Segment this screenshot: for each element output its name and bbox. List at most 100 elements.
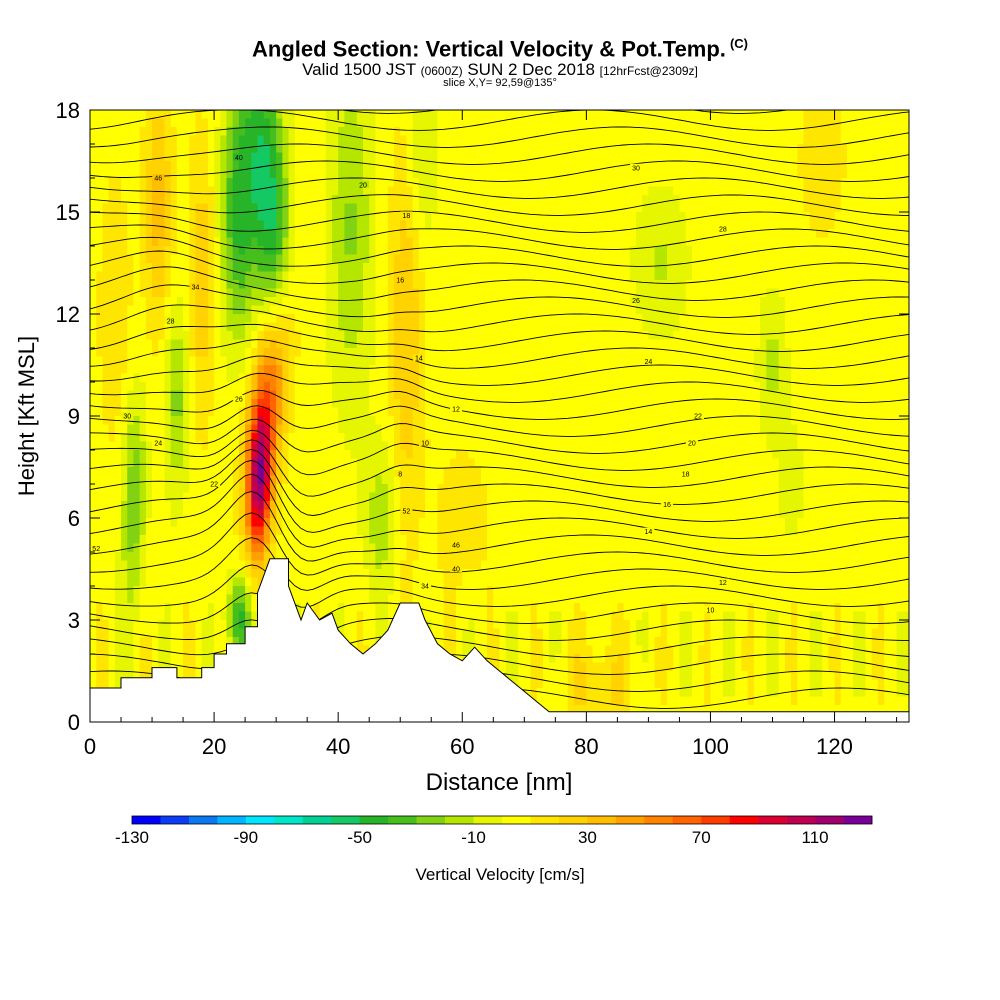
velocity-cell xyxy=(145,424,153,434)
velocity-cell xyxy=(518,220,525,230)
velocity-cell xyxy=(443,314,451,324)
velocity-cell xyxy=(834,271,842,281)
velocity-cell xyxy=(822,203,829,213)
velocity-cell xyxy=(176,118,184,128)
velocity-cell xyxy=(636,229,643,239)
velocity-cell xyxy=(648,246,656,256)
velocity-cell xyxy=(183,322,190,332)
velocity-cell xyxy=(462,220,470,230)
velocity-cell xyxy=(741,254,749,264)
velocity-cell xyxy=(437,271,445,281)
velocity-cell xyxy=(437,356,445,366)
velocity-cell xyxy=(319,356,327,366)
velocity-cell xyxy=(611,424,618,434)
velocity-cell xyxy=(276,178,283,188)
velocity-cell xyxy=(108,246,116,256)
velocity-cell xyxy=(108,373,116,383)
velocity-cell xyxy=(102,297,110,307)
velocity-cell xyxy=(276,220,283,230)
velocity-cell xyxy=(294,314,302,324)
velocity-cell xyxy=(238,118,246,128)
velocity-cell xyxy=(108,280,116,290)
velocity-cell xyxy=(232,339,240,349)
velocity-cell xyxy=(294,169,302,179)
velocity-cell xyxy=(735,365,743,375)
velocity-cell xyxy=(636,314,643,324)
velocity-cell xyxy=(487,186,494,196)
velocity-cell xyxy=(300,161,308,171)
velocity-cell xyxy=(791,407,798,417)
velocity-cell xyxy=(331,322,339,332)
velocity-cell xyxy=(431,169,439,179)
velocity-cell xyxy=(704,331,712,341)
velocity-cell xyxy=(201,229,209,239)
velocity-cell xyxy=(766,246,774,256)
velocity-cell xyxy=(276,263,283,273)
velocity-cell xyxy=(660,288,668,298)
velocity-cell xyxy=(698,322,705,332)
velocity-cell xyxy=(828,373,836,383)
velocity-cell xyxy=(797,288,805,298)
velocity-cell xyxy=(437,288,445,298)
velocity-cell xyxy=(629,169,637,179)
velocity-cell xyxy=(623,161,631,171)
velocity-cell xyxy=(412,382,420,392)
velocity-cell xyxy=(164,382,172,392)
velocity-cell xyxy=(747,237,755,247)
velocity-cell xyxy=(791,203,798,213)
velocity-cell xyxy=(276,407,283,417)
velocity-cell xyxy=(269,186,277,196)
velocity-cell xyxy=(325,365,333,375)
velocity-cell xyxy=(747,161,755,171)
velocity-cell xyxy=(673,169,681,179)
velocity-cell xyxy=(176,178,184,188)
velocity-cell xyxy=(158,373,166,383)
velocity-cell xyxy=(636,263,643,273)
velocity-cell xyxy=(480,373,488,383)
velocity-cell xyxy=(617,407,625,417)
velocity-cell xyxy=(176,297,184,307)
velocity-cell xyxy=(722,390,730,400)
velocity-cell xyxy=(468,229,476,239)
velocity-cell xyxy=(319,297,327,307)
velocity-cell xyxy=(729,195,736,205)
velocity-cell xyxy=(784,169,792,179)
velocity-cell xyxy=(288,118,296,128)
velocity-cell xyxy=(716,254,724,264)
velocity-cell xyxy=(425,254,432,264)
velocity-cell xyxy=(437,203,445,213)
velocity-cell xyxy=(797,280,805,290)
velocity-cell xyxy=(462,254,470,264)
velocity-cell xyxy=(642,288,649,298)
velocity-cell xyxy=(902,127,909,137)
velocity-cell xyxy=(884,237,891,247)
velocity-cell xyxy=(381,203,389,213)
velocity-cell xyxy=(139,203,147,213)
velocity-cell xyxy=(493,314,501,324)
velocity-cell xyxy=(139,263,147,273)
velocity-cell xyxy=(822,110,829,120)
velocity-cell xyxy=(809,382,817,392)
velocity-cell xyxy=(710,152,718,162)
velocity-cell xyxy=(542,339,550,349)
velocity-cell xyxy=(282,271,290,281)
velocity-cell xyxy=(784,288,792,298)
velocity-cell xyxy=(499,135,507,145)
velocity-cell xyxy=(772,220,780,230)
velocity-cell xyxy=(604,254,612,264)
velocity-cell xyxy=(412,203,420,213)
velocity-cell xyxy=(760,288,767,298)
velocity-cell xyxy=(530,305,538,315)
velocity-cell xyxy=(598,110,606,120)
velocity-cell xyxy=(269,365,277,375)
velocity-cell xyxy=(536,314,544,324)
velocity-cell xyxy=(809,407,817,417)
velocity-cell xyxy=(269,169,277,179)
velocity-cell xyxy=(195,237,203,247)
velocity-cell xyxy=(387,127,395,137)
velocity-cell xyxy=(313,263,321,273)
velocity-cell xyxy=(642,407,649,417)
velocity-cell xyxy=(722,271,730,281)
velocity-cell xyxy=(691,322,699,332)
velocity-cell xyxy=(580,186,587,196)
